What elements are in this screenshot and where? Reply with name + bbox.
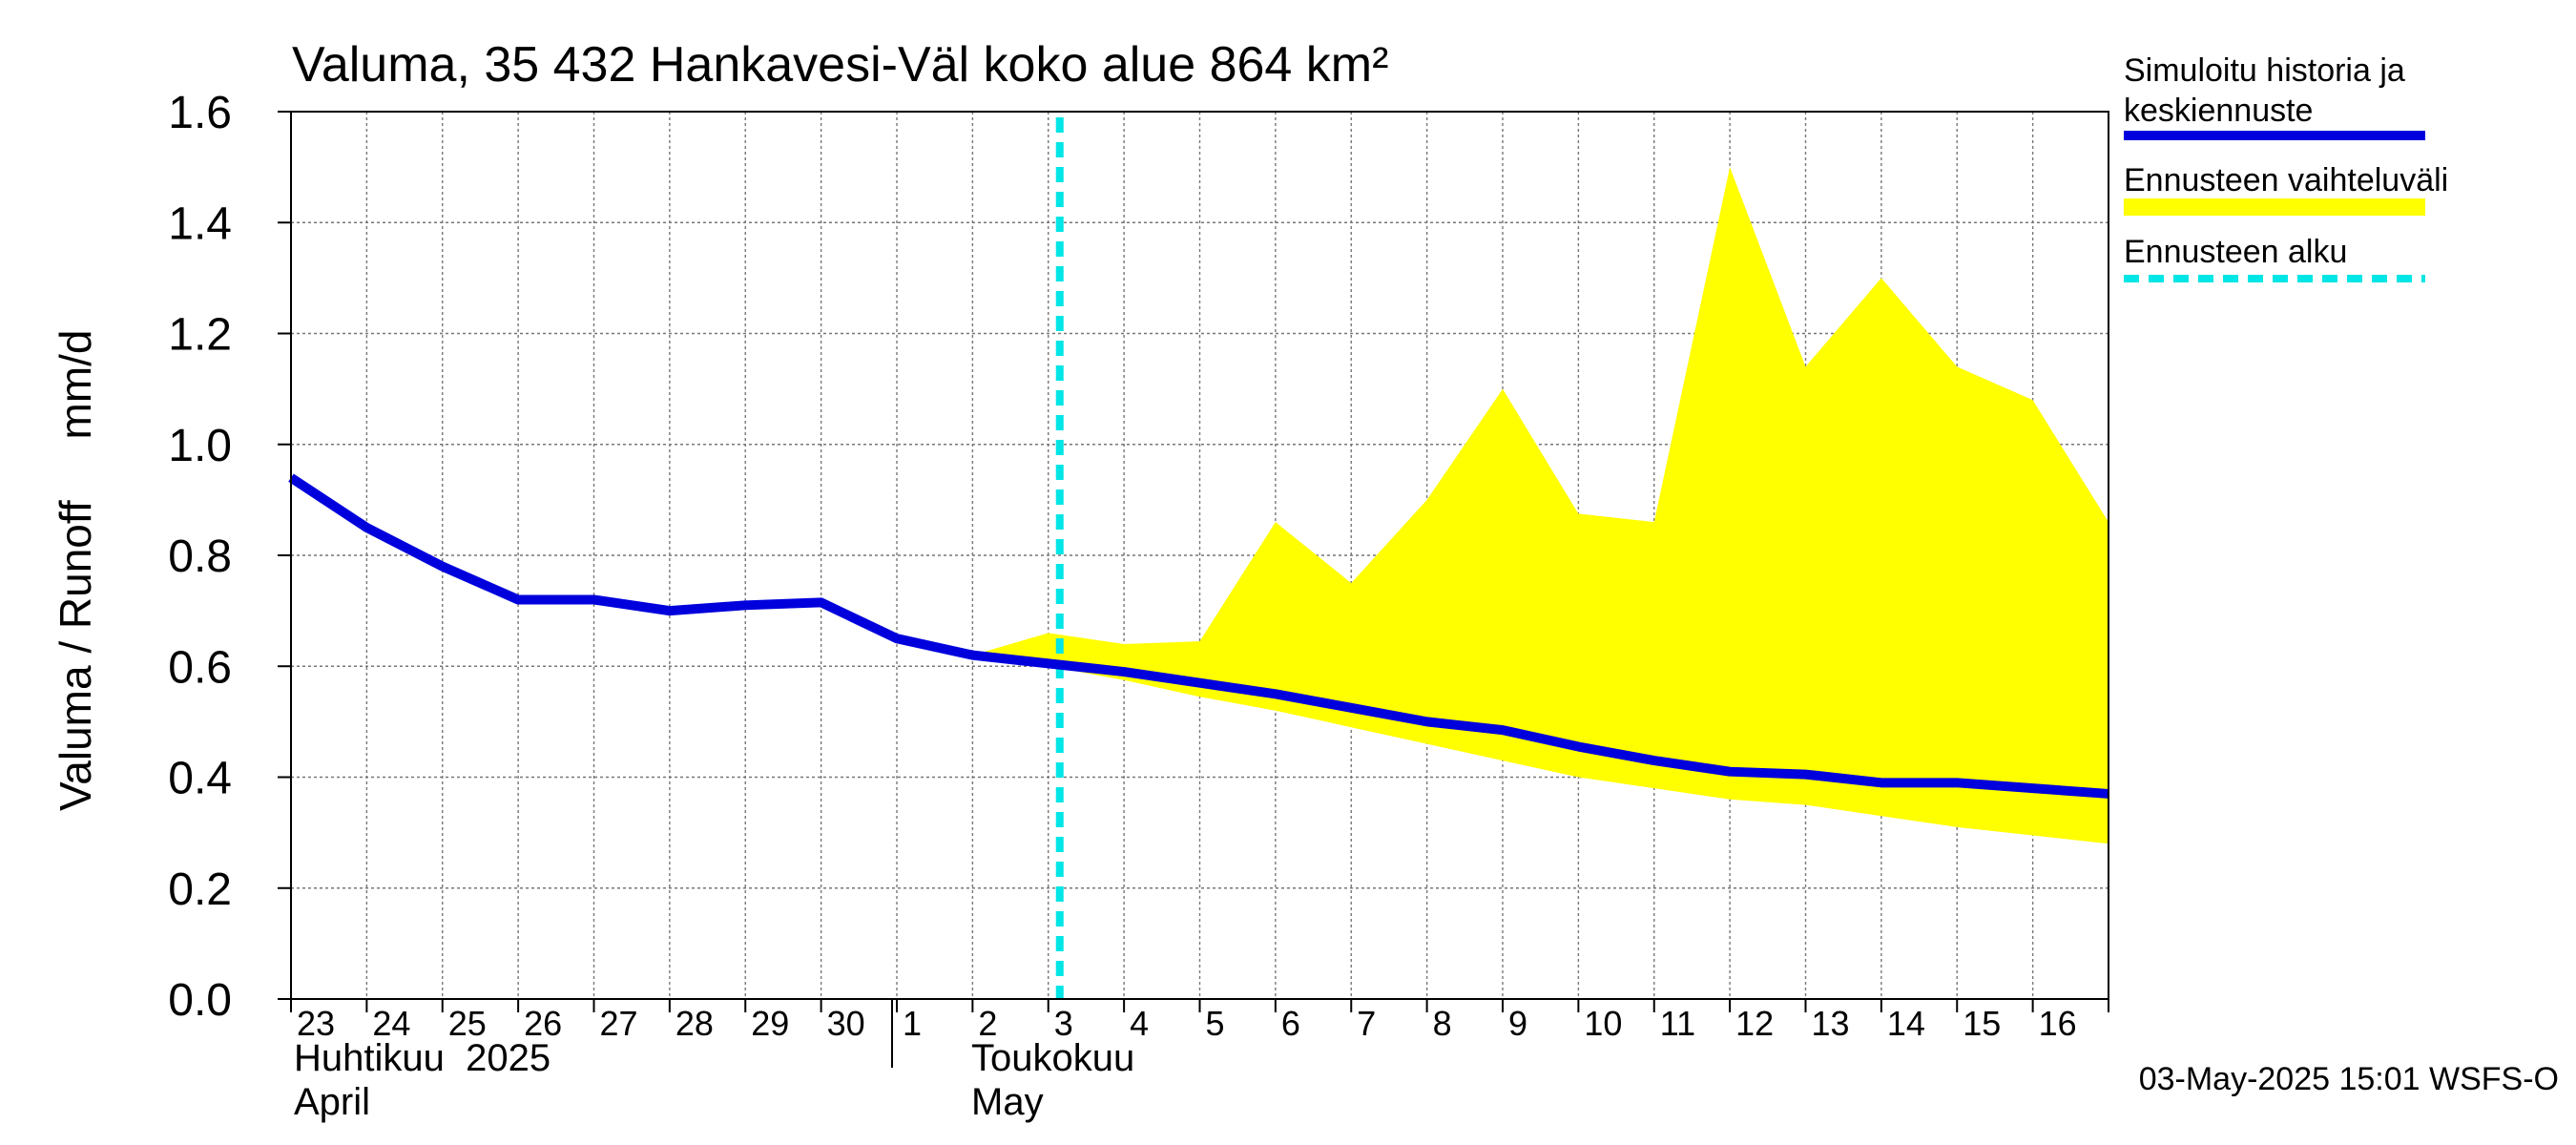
y-axis: 0.0 0.2 0.4 0.6 0.8 1.0 1.2 1.4 1.6	[168, 88, 291, 1026]
y-tick-label: 0.0	[168, 975, 232, 1026]
x-tick-label: 27	[600, 1004, 638, 1043]
y-tick-label: 1.2	[168, 310, 232, 361]
x-tick-label: 12	[1735, 1004, 1774, 1043]
x-tick-label: 9	[1508, 1004, 1527, 1043]
y-tick-label: 1.6	[168, 88, 232, 138]
x-tick-label: 30	[827, 1004, 865, 1043]
x-tick-label: 2	[978, 1004, 997, 1043]
footer-timestamp: 03-May-2025 15:01 WSFS-O	[2139, 1061, 2559, 1097]
x-tick-label: 6	[1281, 1004, 1300, 1043]
x-tick-label: 8	[1433, 1004, 1452, 1043]
x-tick-label: 7	[1357, 1004, 1376, 1043]
x-tick-label: 26	[524, 1004, 562, 1043]
x-tick-label: 23	[297, 1004, 335, 1043]
y-tick-label: 0.8	[168, 531, 232, 582]
forecast-range-band	[972, 167, 2109, 844]
x-tick-label: 15	[1963, 1004, 2001, 1043]
y-tick-label: 0.4	[168, 754, 232, 804]
x-tick-label: 25	[448, 1004, 487, 1043]
x-tick-label: 13	[1812, 1004, 1850, 1043]
series-lines	[288, 117, 2109, 999]
x-axis: 23 24 25 26 27 28 29 30 1 2 3 4 5 6 7 8 9 10 11 12 13 14 15 16	[290, 999, 2109, 1068]
y-tick-label: 1.0	[168, 421, 232, 471]
month-label-april-en: April	[294, 1081, 370, 1123]
month-label-april-fi: Huhtikuu 2025	[294, 1037, 551, 1079]
x-tick-label: 28	[675, 1004, 714, 1043]
x-tick-label: 4	[1130, 1004, 1149, 1043]
legend-label-forecast-start: Ennusteen alku	[2124, 234, 2347, 270]
forecast-range-area	[972, 167, 2109, 844]
chart-title: Valuma, 35 432 Hankavesi-Väl koko alue 8…	[292, 37, 1388, 93]
month-labels: Huhtikuu 2025 April Toukokuu May	[294, 1037, 1134, 1123]
simulated-series-line	[288, 473, 2109, 799]
x-tick-label: 14	[1887, 1004, 1925, 1043]
legend-label-range: Ennusteen vaihteluväli	[2124, 162, 2448, 198]
month-label-may-fi: Toukokuu	[971, 1037, 1134, 1079]
legend-label-simulated-line2: keskiennuste	[2124, 93, 2313, 129]
month-label-may-en: May	[971, 1081, 1044, 1123]
x-tick-label: 24	[372, 1004, 410, 1043]
y-axis-label: Valuma / Runoff mm/d	[51, 330, 100, 812]
legend-label-simulated-line1: Simuloitu historia ja	[2124, 52, 2405, 89]
y-tick-label: 0.6	[168, 642, 232, 693]
x-tick-label: 10	[1584, 1004, 1622, 1043]
x-tick-label: 16	[2039, 1004, 2077, 1043]
legend: Simuloitu historia ja keskiennuste Ennus…	[2124, 52, 2448, 282]
x-tick-label: 1	[903, 1004, 922, 1043]
x-tick-label: 29	[751, 1004, 789, 1043]
y-tick-label: 1.4	[168, 198, 232, 249]
x-tick-label: 5	[1206, 1004, 1225, 1043]
y-tick-label: 0.2	[168, 864, 232, 915]
x-tick-label: 11	[1660, 1004, 1695, 1043]
x-tick-label: 3	[1054, 1004, 1073, 1043]
